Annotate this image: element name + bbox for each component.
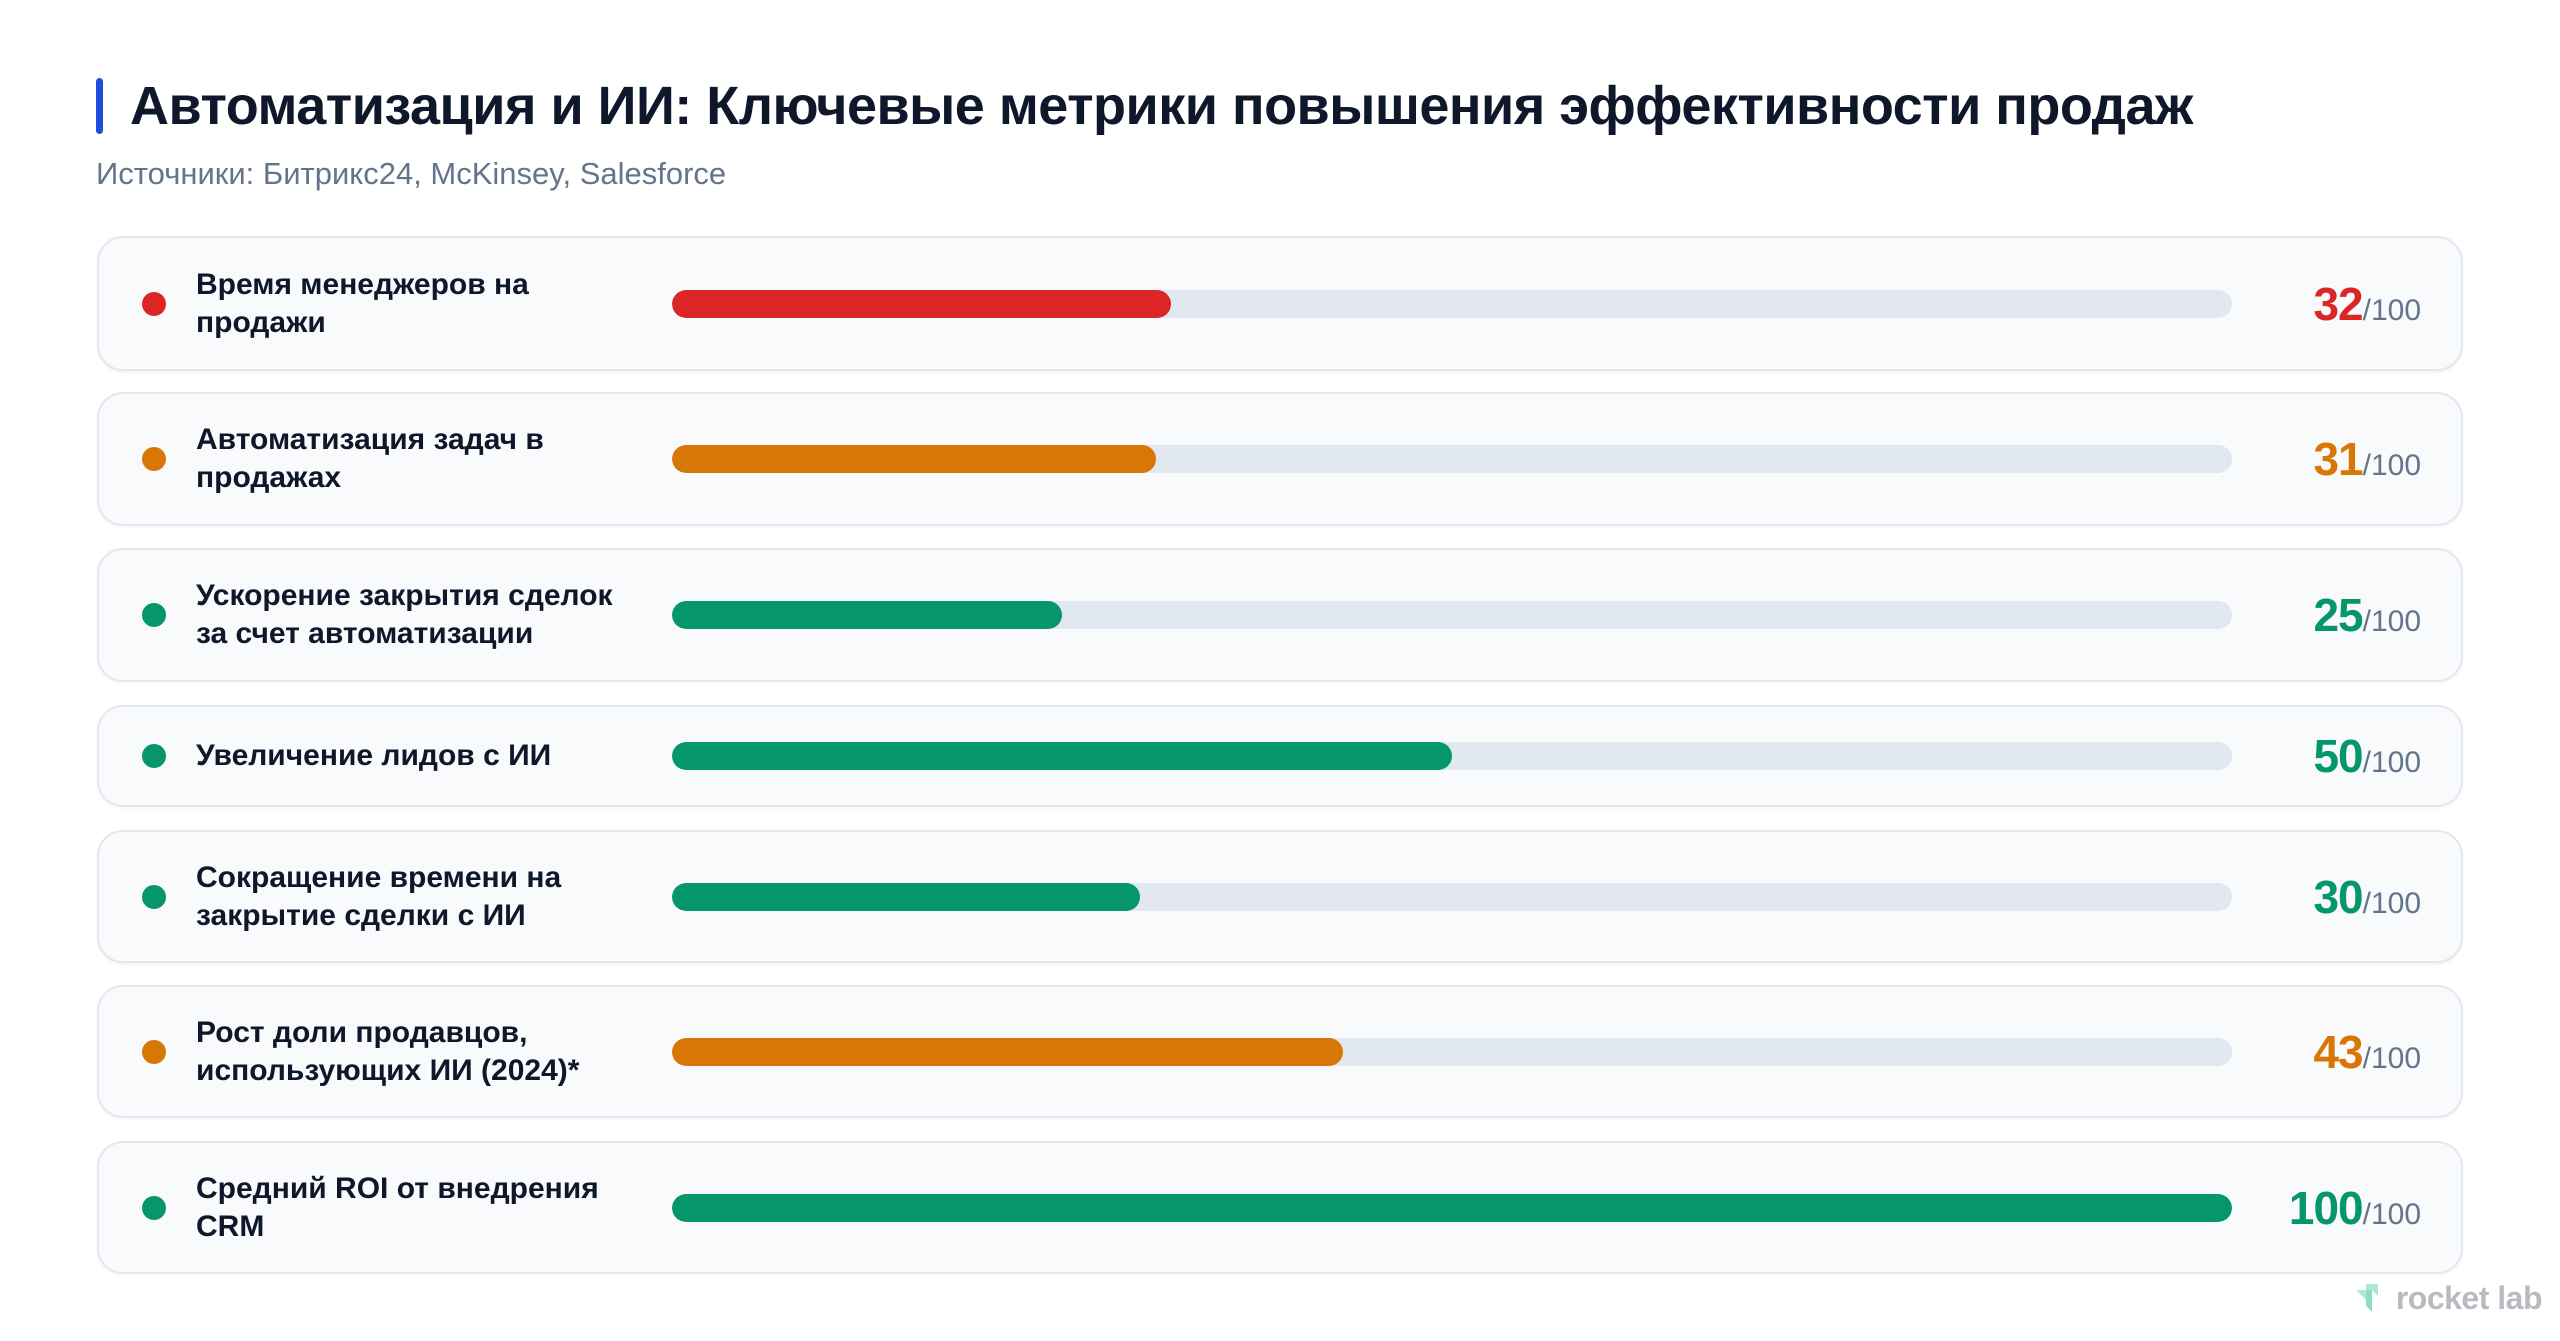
metric-value-number: 32 <box>2313 277 2363 330</box>
metric-value: 100/100 <box>2289 1181 2421 1235</box>
metric-label: Сокращение времени на закрытие сделки с … <box>196 860 562 932</box>
metric-value: 50/100 <box>2313 729 2421 783</box>
progress-fill <box>672 601 1062 629</box>
metric-label: Средний ROI от внедрения CRM <box>196 1171 599 1243</box>
status-dot-icon <box>142 447 166 471</box>
metric-value-number: 100 <box>2288 1181 2364 1234</box>
metric-value-scale: /100 <box>2362 886 2421 920</box>
progress-track <box>672 601 2232 629</box>
metric-value: 31/100 <box>2313 432 2421 486</box>
metric-row: Увеличение лидов с ИИ 50/100 <box>97 705 2463 807</box>
status-dot-icon <box>142 1039 166 1064</box>
metric-label: Рост доли продавцов, использующих ИИ (20… <box>196 1015 580 1087</box>
status-dot-icon <box>142 1195 166 1220</box>
progress-track <box>672 1193 2232 1222</box>
metric-row: Автоматизация задач в продажах 31/100 <box>97 392 2463 526</box>
status-dot-icon <box>142 291 166 316</box>
metric-row: Средний ROI от внедрения CRM 100/100 <box>97 1141 2463 1274</box>
metric-value: 25/100 <box>2313 588 2421 642</box>
metric-label: Увеличение лидов с ИИ <box>196 739 552 772</box>
metric-value-scale: /100 <box>2362 605 2421 638</box>
metric-row: Время менеджеров на продажи 32/100 <box>97 236 2463 371</box>
sources-subtitle: Источники: Битрикс24, McKinsey, Salesfor… <box>96 156 727 191</box>
metric-row: Рост доли продавцов, использующих ИИ (20… <box>97 985 2463 1118</box>
metric-value-number: 30 <box>2313 870 2363 923</box>
metric-value-scale: /100 <box>2362 746 2421 779</box>
metric-value-number: 25 <box>2313 589 2363 641</box>
metric-value-number: 50 <box>2313 730 2363 782</box>
page-title: Автоматизация и ИИ: Ключевые метрики пов… <box>130 76 2193 136</box>
progress-fill <box>672 1037 1343 1066</box>
progress-fill <box>672 1193 2232 1222</box>
metric-value-scale: /100 <box>2362 1041 2421 1075</box>
title-accent-bar <box>96 78 103 134</box>
progress-track <box>672 1037 2232 1066</box>
metric-value: 32/100 <box>2313 277 2421 331</box>
progress-track <box>672 289 2232 318</box>
metric-value-number: 43 <box>2313 1025 2363 1078</box>
progress-track <box>672 882 2232 911</box>
progress-fill <box>672 445 1156 473</box>
metric-value: 30/100 <box>2313 870 2421 924</box>
status-dot-icon <box>142 744 166 768</box>
metric-label: Ускорение закрытия сделок за счет автома… <box>196 579 613 650</box>
metric-value: 43/100 <box>2313 1025 2421 1079</box>
brand-logo: rocket lab <box>2352 1280 2543 1317</box>
metric-value-number: 31 <box>2313 433 2363 485</box>
status-dot-icon <box>142 603 166 627</box>
chart-header: Автоматизация и ИИ: Ключевые метрики пов… <box>96 76 2193 192</box>
metric-label: Время менеджеров на продажи <box>196 267 529 339</box>
progress-fill <box>672 742 1452 770</box>
metric-row: Сокращение времени на закрытие сделки с … <box>97 830 2463 963</box>
progress-track <box>672 742 2232 770</box>
progress-fill <box>672 882 1140 911</box>
title-row: Автоматизация и ИИ: Ключевые метрики пов… <box>96 76 2193 136</box>
status-dot-icon <box>142 884 166 909</box>
logo-text: rocket lab <box>2395 1280 2543 1316</box>
metric-value-scale: /100 <box>2362 293 2421 327</box>
progress-fill <box>672 289 1172 318</box>
progress-track <box>672 445 2232 473</box>
rocket-lab-logo-icon <box>2355 1283 2378 1312</box>
metric-value-scale: /100 <box>2362 1197 2421 1231</box>
metric-value-scale: /100 <box>2362 449 2421 482</box>
metric-label: Автоматизация задач в продажах <box>196 423 544 494</box>
metric-row: Ускорение закрытия сделок за счет автома… <box>97 548 2463 682</box>
